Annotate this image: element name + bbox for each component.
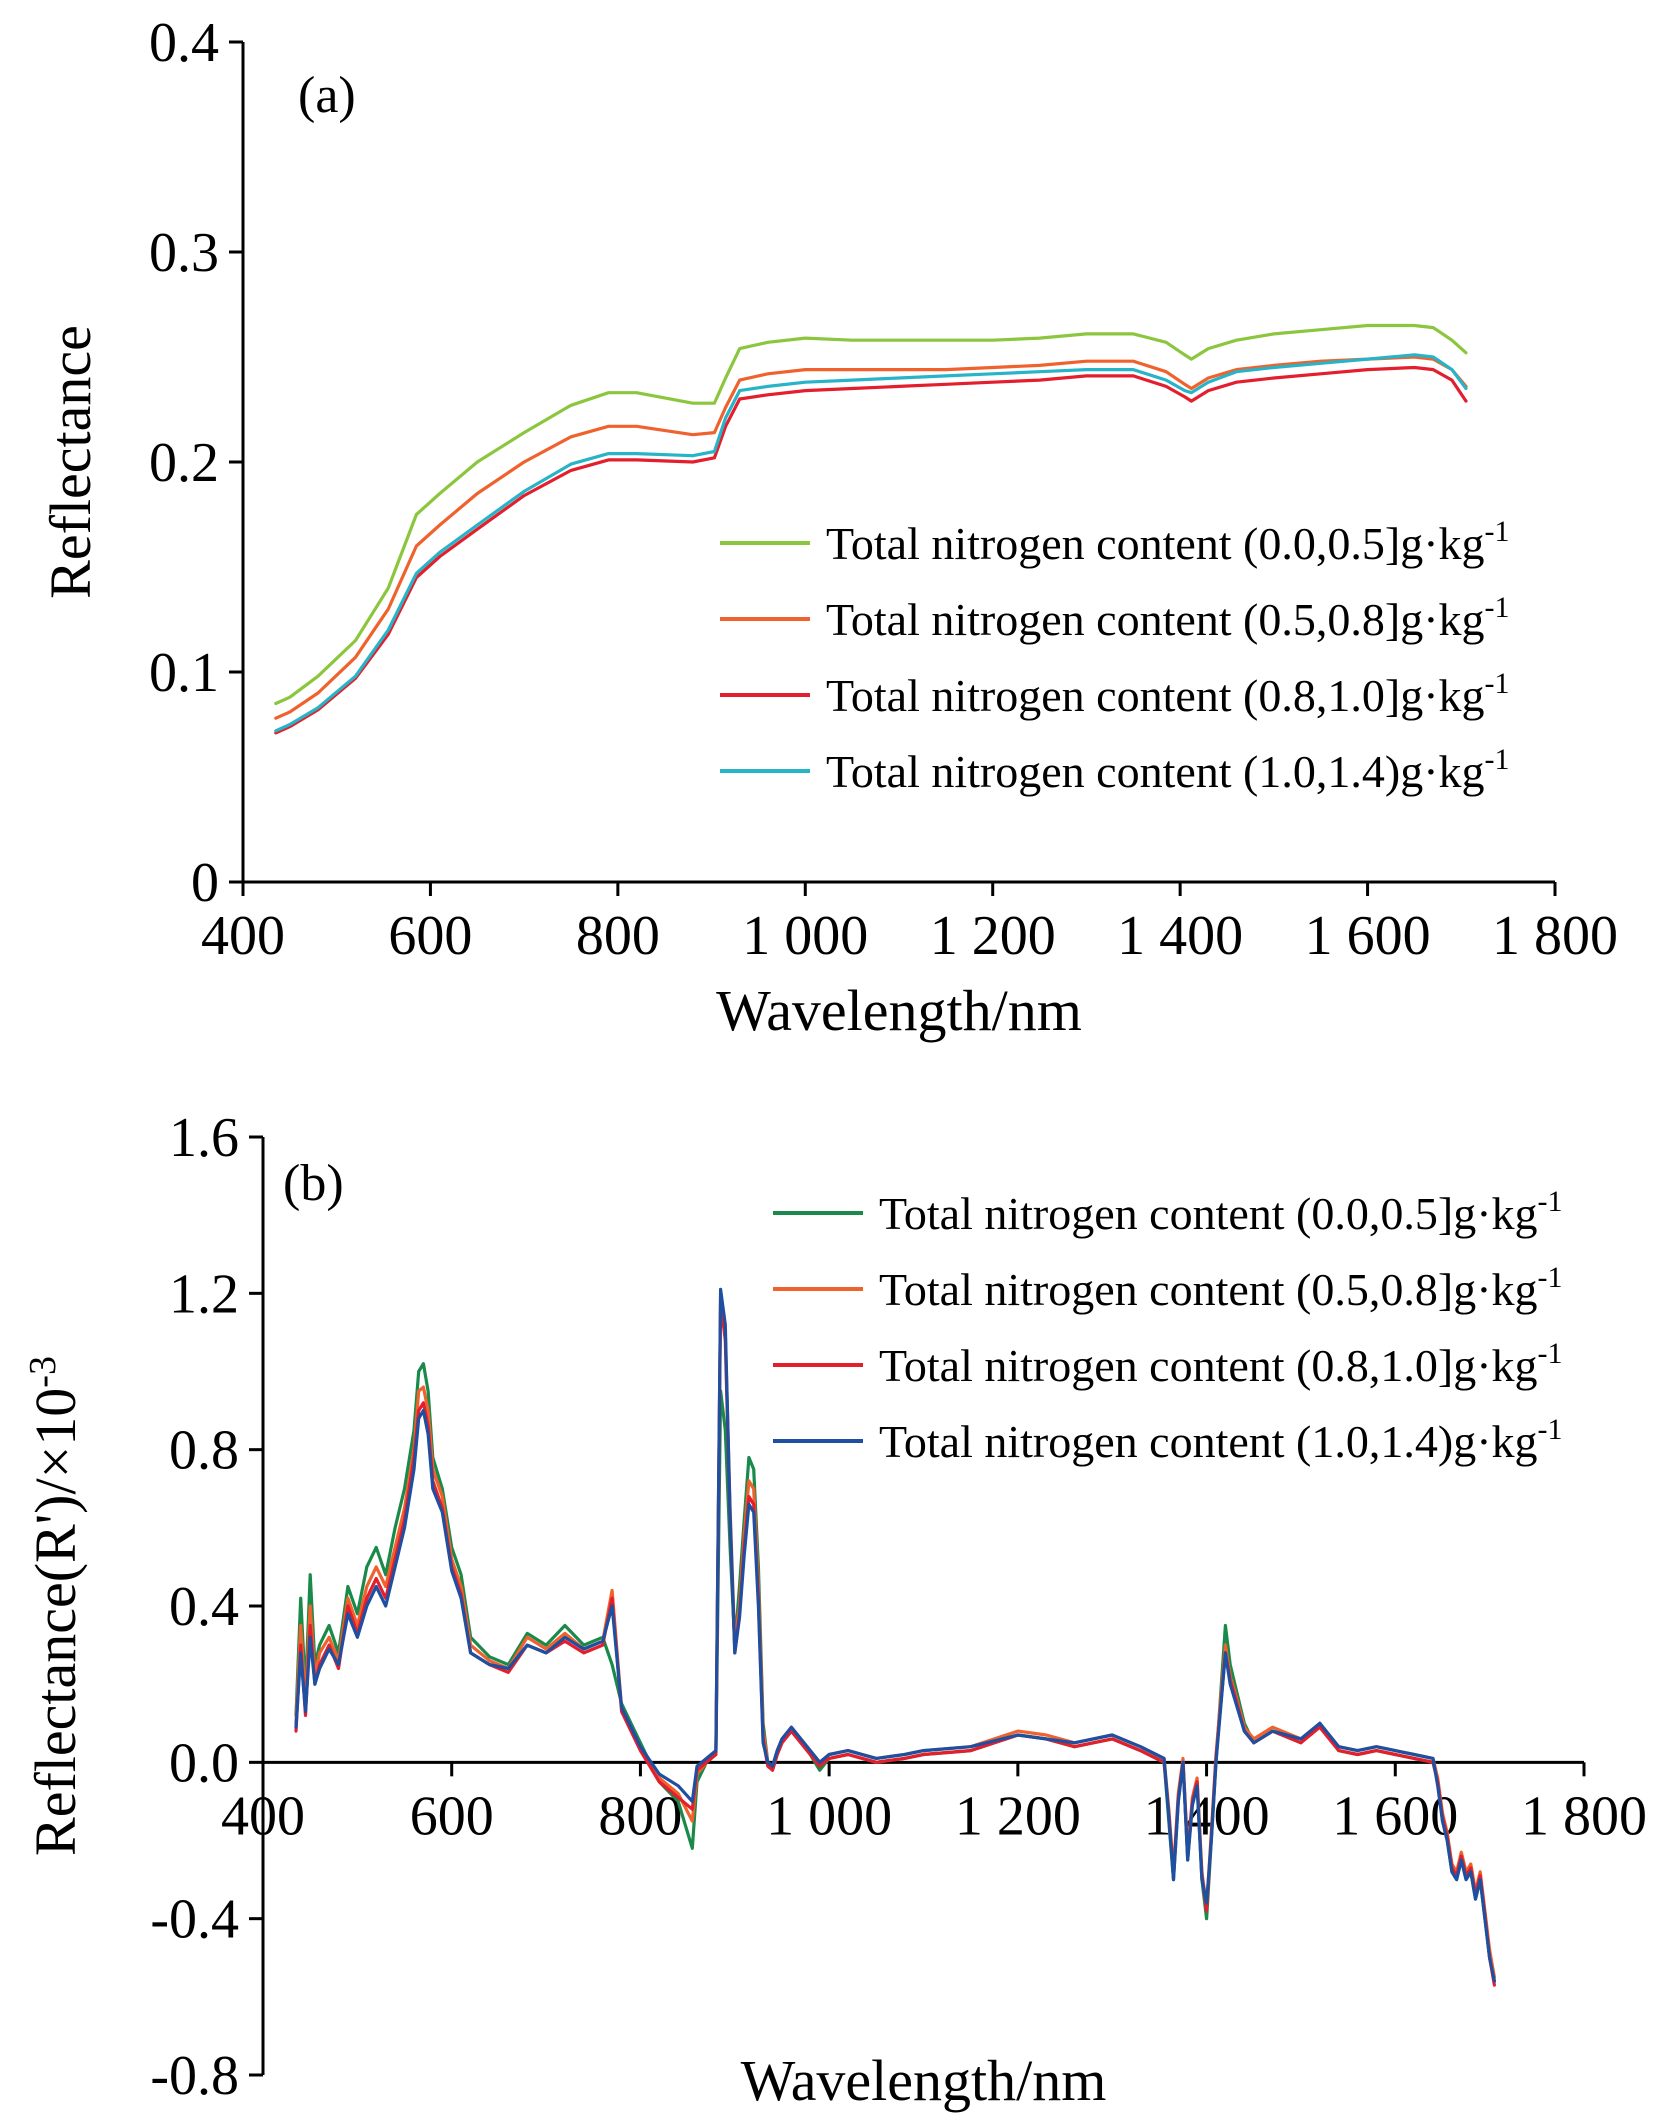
y-axis-title-superscript: -3	[22, 1356, 64, 1388]
x-tick-label: 600	[410, 1785, 494, 1847]
series-line-3	[274, 365, 1468, 735]
x-tick-label: 400	[201, 905, 285, 967]
x-tick-label: 1 400	[1117, 905, 1243, 967]
x-tick-label: 1 000	[766, 1785, 892, 1847]
legend-entry-label: Total nitrogen content (0.8,1.0]g·kg-1	[826, 667, 1510, 721]
legend-entry-text: Total nitrogen content (0.5,0.8]g·kg	[826, 594, 1485, 645]
y-axis-title-text: Reflectance	[38, 325, 103, 599]
legend-entry-text: Total nitrogen content (0.0,0.5]g·kg	[879, 1188, 1538, 1239]
legend-entry-superscript: -1	[1485, 591, 1510, 624]
y-tick-label: 0.2	[149, 432, 219, 494]
y-tick-label: 0.0	[169, 1732, 239, 1794]
legend-entry-label: Total nitrogen content (0.8,1.0]g·kg-1	[879, 1337, 1563, 1391]
legend-entry-superscript: -1	[1485, 667, 1510, 700]
legend: Total nitrogen content (0.0,0.5]g·kg-1To…	[773, 1185, 1563, 1467]
series-line-1	[274, 323, 1468, 706]
y-tick-label: 0.1	[149, 642, 219, 704]
x-tick-label: 1 800	[1521, 1785, 1647, 1847]
legend-entry-superscript: -1	[1485, 743, 1510, 776]
chart-panel-a: 0 0.1 0.2 0.3 0.4 400 600 800 1 000 1 200 1 400 1 6…	[38, 12, 1618, 1043]
legend-entry-text: Total nitrogen content (0.8,1.0]g·kg	[826, 670, 1485, 721]
x-tick-label: 400	[221, 1785, 305, 1847]
y-axis-title-text: Reflectance(R')/×10	[23, 1388, 88, 1856]
x-tick-label: 800	[598, 1785, 682, 1847]
x-tick-label: 1 200	[955, 1785, 1081, 1847]
x-tick-label: 1 400	[1144, 1785, 1270, 1847]
legend-entry-label: Total nitrogen content (1.0,1.4)g·kg-1	[826, 743, 1510, 797]
y-tick-label: 0	[191, 852, 219, 914]
y-tick-label: 0.4	[169, 1576, 239, 1638]
y-tick-label: 0.3	[149, 222, 219, 284]
y-tick-label: -0.4	[150, 1889, 239, 1951]
legend-entry-label: Total nitrogen content (0.5,0.8]g·kg-1	[826, 591, 1510, 645]
legend-entry-superscript: -1	[1538, 1413, 1563, 1446]
y-tick-label: 1.6	[169, 1107, 239, 1169]
x-axis-title: Wavelength/nm	[716, 978, 1082, 1043]
legend-entry-label: Total nitrogen content (0.0,0.5]g·kg-1	[879, 1185, 1563, 1239]
legend-entry-label: Total nitrogen content (1.0,1.4)g·kg-1	[879, 1413, 1563, 1467]
x-tick-label: 800	[576, 905, 660, 967]
legend-entry-text: Total nitrogen content (0.8,1.0]g·kg	[879, 1340, 1538, 1391]
panel-label: (b)	[283, 1155, 344, 1212]
x-tick-label: 1 000	[742, 905, 868, 967]
chart-panel-b: -0.8 -0.4 0.0 0.4 0.8 1.2 1.6 400 600 800 1 000 1 2…	[22, 1107, 1647, 2113]
legend-entry-superscript: -1	[1538, 1337, 1563, 1370]
legend-entry-label: Total nitrogen content (0.5,0.8]g·kg-1	[879, 1261, 1563, 1315]
x-tick-label: 1 800	[1492, 905, 1618, 967]
y-axis-title: Reflectance(R')/×10-3	[22, 1356, 88, 1856]
y-tick-label: -0.8	[150, 2045, 239, 2107]
series-line-2	[294, 1291, 1497, 1979]
legend-entry-superscript: -1	[1485, 515, 1510, 548]
legend-entry-text: Total nitrogen content (1.0,1.4)g·kg	[826, 746, 1485, 797]
legend-entry-text: Total nitrogen content (0.5,0.8]g·kg	[879, 1264, 1538, 1315]
legend: Total nitrogen content (0.0,0.5]g·kg-1To…	[720, 515, 1510, 797]
x-tick-label: 1 600	[1305, 905, 1431, 967]
legend-entry-superscript: -1	[1538, 1261, 1563, 1294]
legend-entry-superscript: -1	[1538, 1185, 1563, 1218]
x-tick-label: 1 600	[1332, 1785, 1458, 1847]
legend-entry-label: Total nitrogen content (0.0,0.5]g·kg-1	[826, 515, 1510, 569]
series-line-2	[274, 355, 1468, 720]
y-axis-title: Reflectance	[38, 325, 103, 599]
y-tick-label: 0.8	[169, 1420, 239, 1482]
panel-label: (a)	[298, 67, 356, 124]
series-line-4	[294, 1287, 1497, 1983]
y-tick-label: 0.4	[149, 12, 219, 74]
series-line-4	[274, 353, 1468, 733]
x-axis-title: Wavelength/nm	[741, 2048, 1107, 2113]
y-tick-label: 1.2	[169, 1263, 239, 1325]
x-tick-label: 1 200	[930, 905, 1056, 967]
legend-entry-text: Total nitrogen content (1.0,1.4)g·kg	[879, 1416, 1538, 1467]
x-tick-label: 600	[388, 905, 472, 967]
legend-entry-text: Total nitrogen content (0.0,0.5]g·kg	[826, 518, 1485, 569]
